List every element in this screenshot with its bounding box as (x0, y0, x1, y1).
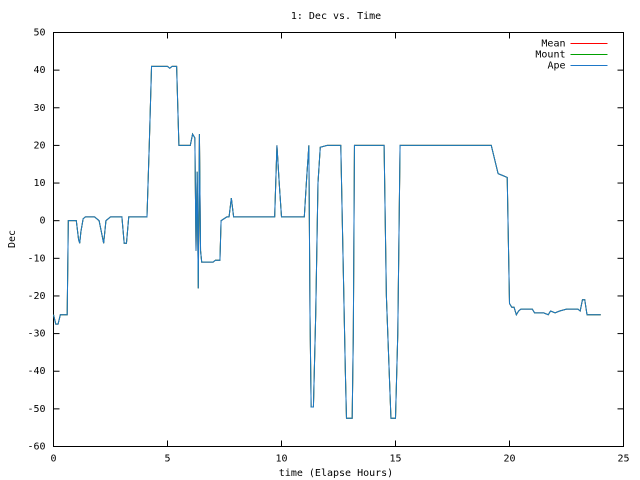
y-tick-label: -20 (27, 291, 45, 302)
x-tick-label: 10 (275, 454, 287, 465)
x-axis-label: time (Elapse Hours) (279, 468, 393, 479)
chart-title: 1: Dec vs. Time (291, 11, 381, 22)
x-tick-label: 15 (389, 454, 401, 465)
y-tick-label: 30 (33, 103, 45, 114)
series-line (53, 65, 601, 419)
legend-label: Ape (547, 61, 565, 72)
y-tick-label: 40 (33, 65, 45, 76)
x-tick-label: 0 (50, 454, 56, 465)
series-line (53, 65, 601, 419)
y-tick-label: -50 (27, 404, 45, 415)
x-tick-label: 25 (617, 454, 629, 465)
y-tick-label: -40 (27, 366, 45, 377)
series-line (53, 65, 601, 419)
y-axis-label: Dec (7, 230, 18, 248)
y-tick-label: 50 (33, 28, 45, 39)
legend-label: Mount (535, 50, 565, 61)
x-tick-label: 5 (164, 454, 170, 465)
legend-label: Mean (541, 39, 565, 50)
y-tick-label: -30 (27, 329, 45, 340)
x-tick-label: 20 (503, 454, 515, 465)
plot-frame (53, 32, 624, 447)
y-tick-label: 20 (33, 140, 45, 151)
y-tick-label: -60 (27, 442, 45, 453)
y-tick-label: 10 (33, 178, 45, 189)
y-tick-label: 0 (39, 216, 45, 227)
y-tick-label: -10 (27, 253, 45, 264)
